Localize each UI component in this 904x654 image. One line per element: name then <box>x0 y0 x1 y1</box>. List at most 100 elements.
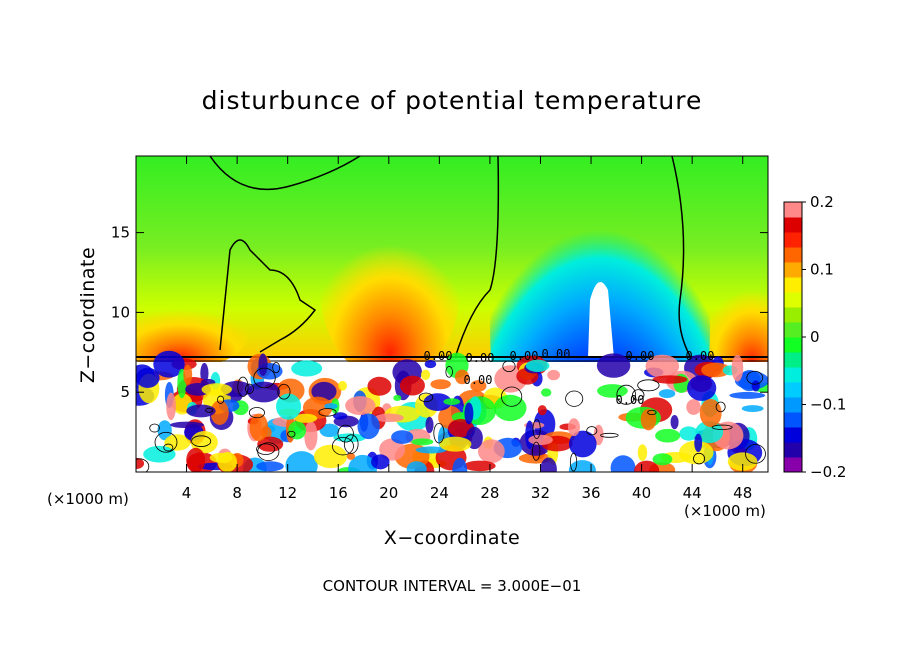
field-blob <box>209 452 233 463</box>
contour-line <box>445 365 453 378</box>
field-blob <box>399 375 425 396</box>
contour-label: 0.00 <box>542 347 571 361</box>
field-blob <box>304 421 318 451</box>
colorbar-swatch <box>784 232 802 248</box>
x-unit-left: (×1000 m) <box>47 490 129 508</box>
colorbar-swatch <box>784 307 802 323</box>
colorbar-swatch <box>784 457 802 473</box>
field-blob <box>729 391 766 399</box>
colorbar-swatch <box>784 217 802 233</box>
field-blob <box>200 362 209 384</box>
field-blob <box>687 375 717 401</box>
field-blob <box>393 394 402 402</box>
x-tick-label: 32 <box>531 484 550 502</box>
contour-label: 0.00 <box>616 393 645 407</box>
contour-line <box>272 362 281 374</box>
field-blob <box>430 379 451 390</box>
colorbar-swatch <box>784 247 802 263</box>
field-blob <box>652 375 688 384</box>
field-blob <box>686 399 701 415</box>
colorbar-swatch <box>784 442 802 458</box>
field-blob <box>285 451 318 472</box>
field-blob <box>637 444 648 461</box>
field-blob <box>547 369 561 381</box>
field-blob <box>379 438 406 461</box>
field-blob <box>391 430 414 444</box>
field-blob <box>291 360 323 377</box>
colorbar-swatch <box>784 427 802 443</box>
field-blob <box>593 424 604 446</box>
colorbar-tick-label: −0.2 <box>810 463 846 481</box>
field-blob <box>464 402 474 425</box>
colorbar-tick-label: 0 <box>810 328 820 346</box>
field-blob <box>357 413 380 440</box>
field-blob <box>463 460 496 472</box>
contour-line <box>256 443 276 455</box>
contour-line <box>253 367 276 389</box>
contour-line <box>217 395 225 404</box>
contour-line <box>245 383 254 394</box>
field-blob <box>201 383 232 396</box>
field-blob <box>493 394 527 422</box>
field-blob <box>170 421 204 429</box>
field-blob <box>741 405 764 412</box>
colorbar-swatch <box>784 412 802 428</box>
field-blob <box>568 430 597 458</box>
x-unit-right: (×1000 m) <box>684 502 766 520</box>
field-blob <box>655 428 681 443</box>
x-axis-label: X−coordinate <box>383 527 521 549</box>
field-blob <box>258 353 268 376</box>
field-blob <box>610 455 636 472</box>
field-blob <box>424 360 437 369</box>
field-blob <box>276 393 302 420</box>
field-blob <box>406 461 427 472</box>
field-blob <box>695 420 724 444</box>
field-blob <box>634 460 660 472</box>
field-blob <box>210 400 229 425</box>
colorbar-swatch <box>784 202 802 218</box>
colorbar-tick-label: −0.1 <box>810 396 846 414</box>
contour-line <box>565 390 584 407</box>
contour-line <box>502 360 516 373</box>
field-blob <box>452 457 468 472</box>
field-blob <box>443 398 461 406</box>
contour-interval-note: CONTOUR INTERVAL = 3.000E−01 <box>322 577 582 595</box>
contour-label: 0.00 <box>510 349 539 363</box>
x-tick-label: 12 <box>278 484 297 502</box>
contour-line <box>632 389 645 401</box>
field-blob <box>454 369 470 385</box>
field-blob <box>345 396 376 416</box>
x-tick-label: 36 <box>581 484 600 502</box>
contour-line <box>287 430 296 438</box>
field-blob <box>333 412 348 420</box>
contour-line <box>318 408 337 417</box>
contour-line <box>637 379 660 392</box>
y-tick-label: 5 <box>120 383 130 401</box>
contour-line <box>154 431 178 453</box>
x-tick-label: 40 <box>632 484 651 502</box>
colorbar <box>783 201 803 473</box>
field-blob <box>190 431 218 454</box>
field-blob <box>670 414 679 430</box>
field-blob <box>439 436 472 452</box>
x-tick-label: 44 <box>683 484 702 502</box>
field-blob <box>166 392 176 421</box>
field-blob <box>256 461 284 472</box>
contour-line <box>569 452 578 472</box>
contour-line <box>237 376 249 397</box>
field-blob <box>694 433 703 453</box>
field-blob <box>423 393 452 411</box>
field-blob <box>411 438 434 446</box>
contour-line <box>500 386 523 407</box>
colorbar-swatch <box>784 397 802 413</box>
contour-line <box>647 409 657 416</box>
field-blob <box>420 369 431 381</box>
field-blob <box>136 457 145 469</box>
field-blob <box>525 420 535 450</box>
field-blob <box>183 364 193 385</box>
chart-title: disturbunce of potential temperature <box>201 86 703 115</box>
field-blob <box>367 376 392 396</box>
field-blob <box>247 381 281 403</box>
colorbar-swatch <box>784 292 802 308</box>
x-tick-label: 48 <box>733 484 752 502</box>
